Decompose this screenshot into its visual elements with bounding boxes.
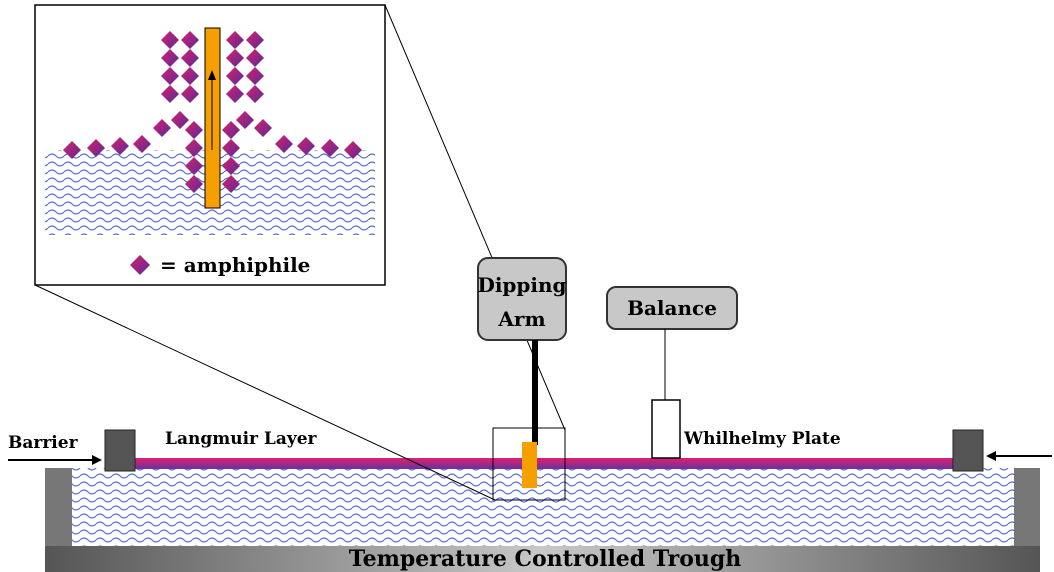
molecule <box>87 139 105 157</box>
arrow-head <box>986 451 996 461</box>
molecule <box>153 119 171 137</box>
molecule <box>236 111 254 129</box>
molecule <box>63 141 81 159</box>
molecule <box>161 67 179 85</box>
molecule <box>246 85 264 103</box>
balance-box <box>606 286 738 330</box>
molecule <box>226 49 244 67</box>
dipping-well <box>492 427 566 501</box>
molecule <box>111 137 129 155</box>
molecule <box>185 139 203 157</box>
molecule <box>222 139 240 157</box>
langmuir-layer <box>135 458 953 469</box>
molecule <box>222 157 240 175</box>
molecule <box>161 85 179 103</box>
molecule <box>161 49 179 67</box>
plate-label: Whilhelmy Plate <box>683 429 841 449</box>
barrier-right <box>952 429 984 472</box>
arrow-head <box>92 455 102 465</box>
molecule <box>246 67 264 85</box>
substrate <box>522 442 537 488</box>
barrier-left <box>104 429 136 472</box>
molecule <box>181 31 199 49</box>
molecule <box>222 121 240 139</box>
molecule <box>226 31 244 49</box>
balance-label: Balance <box>627 296 717 320</box>
molecule <box>297 137 315 155</box>
legend-label: = amphiphile <box>160 253 310 277</box>
molecule <box>254 119 272 137</box>
molecule <box>246 49 264 67</box>
trough-base <box>45 546 1040 572</box>
legend-molecule <box>130 255 150 275</box>
molecule <box>161 31 179 49</box>
molecule <box>185 175 203 193</box>
molecules <box>63 31 362 193</box>
molecule <box>185 157 203 175</box>
molecule <box>181 67 199 85</box>
dipping-arm-label: Dipping <box>477 273 566 297</box>
molecule <box>275 135 293 153</box>
molecule <box>246 31 264 49</box>
molecule <box>226 67 244 85</box>
zoom-line <box>34 284 496 501</box>
molecule <box>185 121 203 139</box>
arrow-head <box>208 70 216 80</box>
water <box>72 468 1014 546</box>
molecule <box>181 49 199 67</box>
molecule <box>171 111 189 129</box>
trough-label: Temperature Controlled Trough <box>349 546 742 572</box>
molecule <box>222 175 240 193</box>
molecule <box>344 141 362 159</box>
layer-label: Langmuir Layer <box>165 429 318 449</box>
molecule <box>321 139 339 157</box>
dipping-arm-label: Arm <box>497 307 545 331</box>
molecule <box>181 85 199 103</box>
barrier-label: Barrier <box>8 433 79 453</box>
molecule <box>226 85 244 103</box>
wilhelmy-plate <box>651 399 681 459</box>
molecule <box>133 135 151 153</box>
dipping-arm-box <box>477 257 567 341</box>
